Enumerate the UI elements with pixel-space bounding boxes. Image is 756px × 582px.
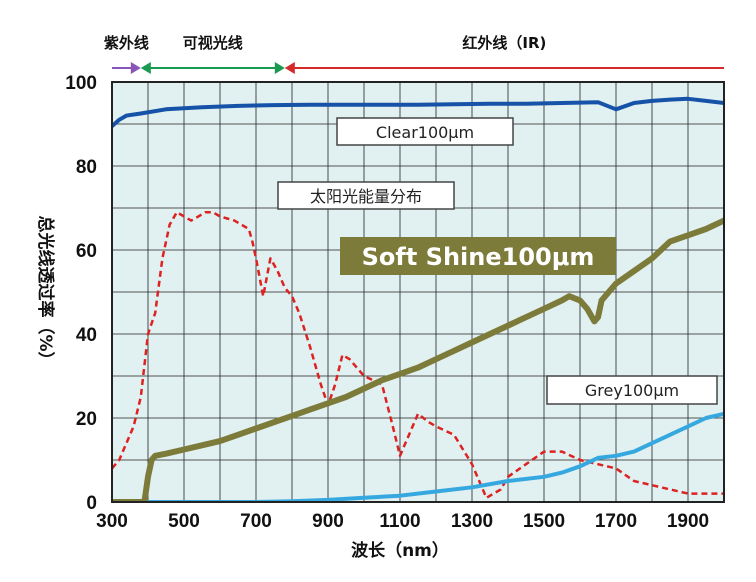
x-tick-label: 1500 [523,511,565,532]
plot-frame [111,81,725,503]
y-tick-label: 0 [86,493,97,514]
y-tick-label: 40 [76,325,97,346]
softshine-label: Soft Shine100μm [340,237,616,275]
y-tick-label: 100 [65,73,97,94]
band-arrow-right [274,62,285,74]
y-tick-label: 20 [76,409,97,430]
x-axis-title: 波长（nm） [351,540,449,561]
band-label: 紫外线 [104,34,149,52]
series-line-0 [112,96,724,129]
clear-label-text: Clear100μm [376,123,474,142]
band-2: 红外线（IR) [284,34,724,74]
series-line-3 [112,411,724,502]
x-tick-label: 1700 [595,511,637,532]
solar-label: 太阳光能量分布 [277,181,455,210]
x-tick-label: 1900 [667,511,709,532]
band-label: 可视光线 [183,34,243,52]
series-line-1 [112,210,724,500]
band-1: 可视光线 [140,34,285,74]
y-axis-title: 总光线透过率（%） [35,215,56,368]
x-tick-label: 700 [240,511,272,532]
clear-label: Clear100μm [336,117,514,146]
band-arrow-right [130,62,141,74]
x-tick-label: 1300 [451,511,493,532]
x-tick-label: 900 [312,511,344,532]
x-tick-label: 300 [96,511,128,532]
x-tick-label: 1100 [379,511,420,532]
y-tick-label: 60 [76,241,97,262]
series-line-2 [112,217,724,502]
grey-label-text: Grey100μm [585,381,679,400]
band-label: 红外线（IR) [462,34,546,52]
band-arrow-left [140,62,151,74]
band-arrow-left [284,62,295,74]
y-tick-label: 80 [76,157,97,178]
axis-ticks: 300 500 700 900 1100 1300 1500 1700 1900 0 20 40 60 8… [65,73,709,532]
grey-label: Grey100μm [546,375,718,405]
x-tick-label: 500 [168,511,200,532]
series-layer [112,96,724,502]
solar-label-text: 太阳光能量分布 [310,187,422,206]
band-0: 紫外线 [104,34,149,74]
softshine-label-text: Soft Shine100μm [362,243,595,271]
spectrum-bands: 紫外线 可视光线 红外线（IR) [104,34,724,74]
